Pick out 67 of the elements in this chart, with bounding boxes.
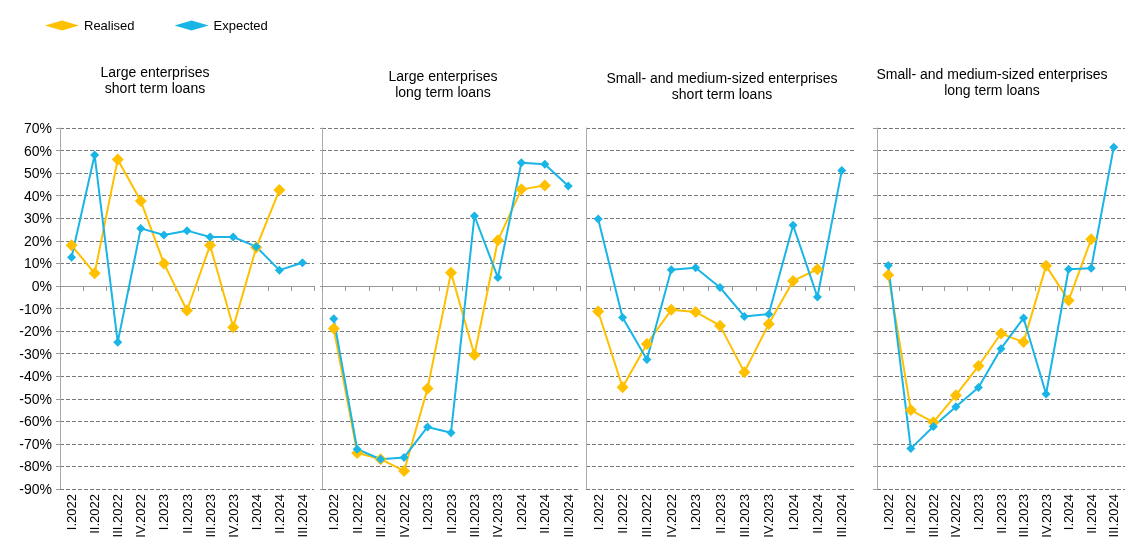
y-tick-label: 30%: [23, 210, 52, 227]
x-tick-label: III.2024: [560, 494, 576, 538]
x-tick-label: III.2024: [1106, 494, 1122, 538]
x-tick-label: II.2022: [349, 494, 365, 534]
x-tick-label: IV.2022: [663, 494, 679, 538]
y-tick-label: -40%: [19, 368, 52, 385]
y-tick-label: -50%: [19, 390, 52, 407]
y-tick-label: 40%: [23, 187, 52, 204]
x-tick-label: III.2023: [736, 494, 752, 538]
x-tick-label: I.2024: [785, 494, 801, 531]
y-tick-label: 60%: [23, 142, 52, 159]
chart-title: Small- and medium-sized enterprises long term loans: [875, 66, 1109, 98]
y-tick-label: 20%: [23, 232, 52, 249]
x-tick-label: I.2022: [64, 494, 80, 531]
chart-title: Small- and medium-sized enterprises short term loans: [605, 70, 839, 102]
y-tick-label: 70%: [23, 120, 52, 136]
x-tick-label: III.2023: [1016, 494, 1032, 538]
x-tick-label: II.2022: [903, 494, 919, 534]
y-tick-label: -70%: [19, 435, 52, 452]
y-tick-label: -80%: [19, 458, 52, 475]
x-tick-label: II.2022: [615, 494, 631, 534]
x-tick-label: I.2022: [880, 494, 896, 531]
y-tick-label: 50%: [23, 165, 52, 182]
y-tick-label: -10%: [19, 300, 52, 317]
x-tick-label: I.2024: [513, 494, 529, 531]
x-tick-label: IV.2023: [225, 494, 241, 538]
x-tick-label: II.2023: [993, 494, 1009, 534]
x-tick-label: II.2024: [537, 494, 553, 534]
x-tick-label: III.2023: [202, 494, 218, 538]
y-tick-label: -30%: [19, 345, 52, 362]
x-tick-label: I.2023: [688, 494, 704, 531]
x-tick-label: I.2022: [590, 494, 606, 531]
y-tick-label: -60%: [19, 413, 52, 430]
chart-title: Large enterprises long term loans: [387, 68, 499, 100]
legend-label: Realised: [84, 18, 135, 33]
chart-title: Large enterprises short term loans: [99, 64, 211, 96]
x-tick-label: I.2023: [970, 494, 986, 531]
x-tick-label: III.2022: [925, 494, 941, 538]
x-tick-label: II.2023: [712, 494, 728, 534]
x-tick-label: III.2024: [294, 494, 310, 538]
y-tick-label: 0%: [31, 277, 52, 294]
x-tick-label: II.2024: [1083, 494, 1099, 534]
x-tick-label: IV.2022: [396, 494, 412, 538]
x-tick-label: I.2024: [248, 494, 264, 531]
x-tick-label: IV.2023: [761, 494, 777, 538]
x-tick-label: II.2024: [271, 494, 287, 534]
x-tick-label: III.2022: [373, 494, 389, 538]
legend-label: Expected: [213, 18, 268, 33]
x-tick-label: IV.2022: [133, 494, 149, 538]
x-tick-label: III.2024: [834, 494, 850, 538]
x-tick-label: II.2024: [809, 494, 825, 534]
x-tick-label: II.2023: [179, 494, 195, 534]
x-tick-label: II.2022: [87, 494, 103, 534]
x-tick-label: I.2022: [326, 494, 342, 531]
y-tick-label: -20%: [19, 323, 52, 340]
y-tick-label: -90%: [19, 481, 52, 497]
x-tick-label: III.2023: [466, 494, 482, 538]
x-tick-label: III.2022: [639, 494, 655, 538]
x-tick-label: I.2023: [420, 494, 436, 531]
x-tick-label: IV.2023: [1038, 494, 1054, 538]
y-tick-label: 10%: [23, 255, 52, 272]
x-tick-label: IV.2022: [948, 494, 964, 538]
x-tick-label: II.2023: [443, 494, 459, 534]
x-tick-label: I.2023: [156, 494, 172, 531]
x-tick-label: III.2022: [110, 494, 126, 538]
x-tick-label: I.2024: [1061, 494, 1077, 531]
x-tick-label: IV.2023: [490, 494, 506, 538]
